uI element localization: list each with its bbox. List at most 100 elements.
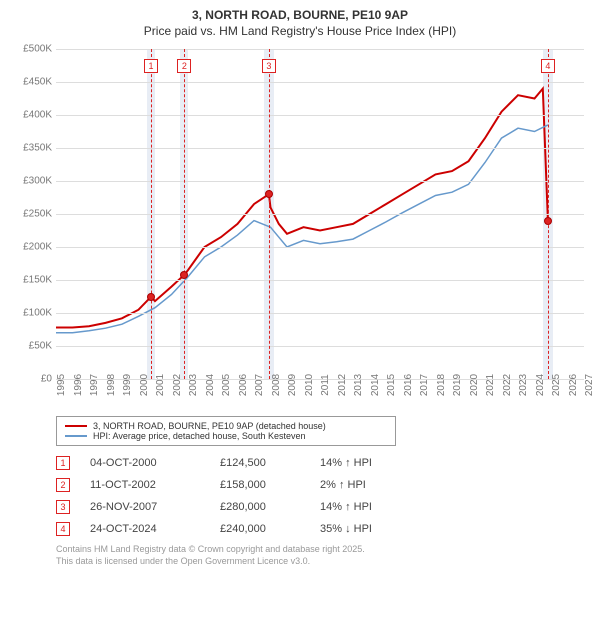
legend-label: 3, NORTH ROAD, BOURNE, PE10 9AP (detache… (93, 421, 326, 431)
transaction-date: 24-OCT-2024 (90, 523, 200, 535)
y-tick-label: £50K (29, 341, 52, 352)
transaction-pct: 2% ↑ HPI (320, 479, 410, 491)
sale-dot (180, 271, 188, 279)
legend: 3, NORTH ROAD, BOURNE, PE10 9AP (detache… (56, 416, 396, 446)
legend-item: 3, NORTH ROAD, BOURNE, PE10 9AP (detache… (65, 421, 387, 431)
transaction-date: 04-OCT-2000 (90, 457, 200, 469)
event-line (548, 49, 549, 379)
x-tick-label: 2001 (155, 374, 166, 396)
x-tick-label: 2006 (238, 374, 249, 396)
x-tick-label: 2022 (502, 374, 513, 396)
gridline (56, 214, 584, 215)
chart-container: 3, NORTH ROAD, BOURNE, PE10 9AP Price pa… (0, 0, 600, 575)
transaction-date: 11-OCT-2002 (90, 479, 200, 491)
y-tick-label: £250K (23, 209, 52, 220)
legend-swatch (65, 425, 87, 427)
event-line (151, 49, 152, 379)
x-axis: 1995199619971998199920002001200220032004… (56, 379, 584, 409)
x-tick-label: 2007 (254, 374, 265, 396)
footer-note: Contains HM Land Registry data © Crown c… (56, 544, 590, 567)
transaction-pct: 14% ↑ HPI (320, 501, 410, 513)
transaction-price: £240,000 (220, 523, 300, 535)
transaction-pct: 35% ↓ HPI (320, 523, 410, 535)
y-tick-label: £200K (23, 242, 52, 253)
chart-subtitle: Price paid vs. HM Land Registry's House … (10, 24, 590, 38)
x-tick-label: 2015 (386, 374, 397, 396)
legend-item: HPI: Average price, detached house, Sout… (65, 431, 387, 441)
plot-inner: 1 2 3 4 (56, 49, 584, 379)
transaction-marker: 3 (56, 500, 70, 514)
gridline (56, 148, 584, 149)
transaction-marker: 1 (56, 456, 70, 470)
gridline (56, 181, 584, 182)
footer-line: Contains HM Land Registry data © Crown c… (56, 544, 590, 556)
plot-area: £0 £50K £100K £150K £200K £250K £300K £350K £400… (10, 44, 590, 414)
y-tick-label: £350K (23, 143, 52, 154)
x-tick-label: 1998 (106, 374, 117, 396)
event-line (184, 49, 185, 379)
x-tick-label: 2002 (172, 374, 183, 396)
x-tick-label: 2003 (188, 374, 199, 396)
x-tick-label: 2010 (304, 374, 315, 396)
x-tick-label: 2027 (584, 374, 595, 396)
gridline (56, 280, 584, 281)
x-tick-label: 1997 (89, 374, 100, 396)
y-tick-label: £0 (41, 374, 52, 385)
transactions-table: 104-OCT-2000£124,50014% ↑ HPI211-OCT-200… (56, 456, 590, 536)
transaction-row: 3 26-NOV-2007 £280,000 14% ↑ HPI (56, 500, 590, 514)
x-tick-label: 2016 (403, 374, 414, 396)
y-tick-label: £150K (23, 275, 52, 286)
event-line (269, 49, 270, 379)
sale-dot (265, 190, 273, 198)
y-tick-label: £100K (23, 308, 52, 319)
event-marker: 1 (144, 59, 158, 73)
y-axis: £0£50K£100K£150K£200K£250K£300K£350K£400… (10, 49, 54, 379)
y-tick-label: £300K (23, 176, 52, 187)
transaction-row: 104-OCT-2000£124,50014% ↑ HPI (56, 456, 590, 470)
title-area: 3, NORTH ROAD, BOURNE, PE10 9AP Price pa… (10, 8, 590, 38)
event-marker: 2 (177, 59, 191, 73)
transaction-price: £158,000 (220, 479, 300, 491)
x-tick-label: 2014 (370, 374, 381, 396)
event-marker: 4 (541, 59, 555, 73)
x-tick-label: 1999 (122, 374, 133, 396)
transaction-date: 26-NOV-2007 (90, 501, 200, 513)
x-tick-label: 2004 (205, 374, 216, 396)
gridline (56, 115, 584, 116)
sale-dot (544, 217, 552, 225)
x-tick-label: 2017 (419, 374, 430, 396)
transaction-price: £280,000 (220, 501, 300, 513)
sale-dot (147, 293, 155, 301)
x-tick-label: 2008 (271, 374, 282, 396)
transaction-row: 2 11-OCT-2002 £158,000 2% ↑ HPI (56, 478, 590, 492)
transaction-pct: 14% ↑ HPI (320, 457, 410, 469)
x-tick-label: 2026 (568, 374, 579, 396)
event-marker: 3 (262, 59, 276, 73)
x-tick-label: 2024 (535, 374, 546, 396)
gridline (56, 346, 584, 347)
x-tick-label: 2023 (518, 374, 529, 396)
gridline (56, 82, 584, 83)
y-tick-label: £500K (23, 44, 52, 55)
x-tick-label: 2019 (452, 374, 463, 396)
transaction-marker: 2 (56, 478, 70, 492)
gridline (56, 313, 584, 314)
x-tick-label: 2020 (469, 374, 480, 396)
gridline (56, 49, 584, 50)
gridline (56, 247, 584, 248)
x-tick-label: 2018 (436, 374, 447, 396)
legend-label: HPI: Average price, detached house, Sout… (93, 431, 305, 441)
y-tick-label: £400K (23, 110, 52, 121)
legend-swatch (65, 435, 87, 437)
footer-line: This data is licensed under the Open Gov… (56, 556, 590, 568)
x-tick-label: 2021 (485, 374, 496, 396)
x-tick-label: 1995 (56, 374, 67, 396)
y-tick-label: £450K (23, 77, 52, 88)
x-tick-label: 2012 (337, 374, 348, 396)
chart-title: 3, NORTH ROAD, BOURNE, PE10 9AP (10, 8, 590, 22)
x-tick-label: 2000 (139, 374, 150, 396)
transaction-marker: 4 (56, 522, 70, 536)
x-tick-label: 2025 (551, 374, 562, 396)
transaction-row: 4 24-OCT-2024 £240,000 35% ↓ HPI (56, 522, 590, 536)
x-tick-label: 2011 (320, 374, 331, 396)
